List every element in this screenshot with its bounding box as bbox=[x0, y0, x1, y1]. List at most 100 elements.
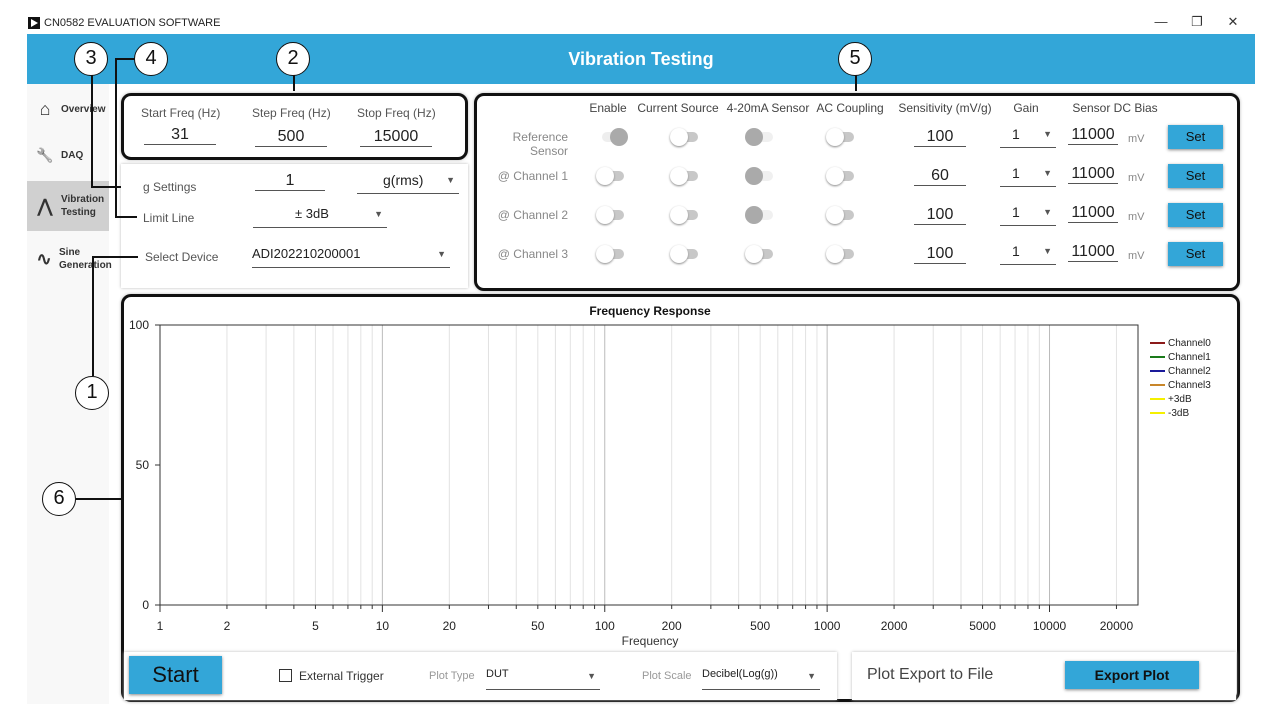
x-tick-label: 1 bbox=[157, 619, 164, 633]
set-button[interactable]: Set bbox=[1168, 125, 1223, 149]
y-tick-label: 50 bbox=[136, 458, 150, 472]
current-toggle[interactable] bbox=[670, 128, 700, 146]
dc-bias-input[interactable]: 11000 bbox=[1068, 126, 1118, 145]
annotation-connector bbox=[91, 186, 121, 188]
x-tick-label: 20 bbox=[443, 619, 457, 633]
x-tick-label: 200 bbox=[662, 619, 682, 633]
x-tick-label: 1000 bbox=[814, 619, 841, 633]
current-toggle[interactable] bbox=[670, 245, 700, 263]
ma-toggle[interactable] bbox=[745, 206, 775, 224]
enable-toggle[interactable] bbox=[596, 245, 626, 263]
plot-type-dropdown[interactable]: DUT ▼ bbox=[486, 668, 600, 690]
sensitivity-input[interactable]: 100 bbox=[914, 206, 966, 225]
dc-bias-input[interactable]: 11000 bbox=[1068, 204, 1118, 223]
ma-toggle[interactable] bbox=[745, 167, 775, 185]
column-header: 4-20mA Sensor bbox=[726, 101, 810, 115]
ac-toggle[interactable] bbox=[826, 245, 856, 263]
gain-dropdown[interactable]: 1 ▼ bbox=[1000, 243, 1056, 265]
sensor-row-label: @ Channel 2 bbox=[497, 208, 568, 222]
dc-bias-input[interactable]: 11000 bbox=[1068, 243, 1118, 262]
column-header: Gain bbox=[1013, 101, 1039, 115]
external-trigger-checkbox[interactable] bbox=[279, 669, 292, 682]
sensitivity-input[interactable]: 100 bbox=[914, 245, 966, 264]
sidebar-item-label: Overview bbox=[61, 103, 106, 115]
dc-bias-input[interactable]: 11000 bbox=[1068, 165, 1118, 184]
x-tick-label: 100 bbox=[595, 619, 615, 633]
home-icon: ⌂ bbox=[39, 98, 51, 119]
annotation-2: 2 bbox=[276, 42, 310, 76]
ac-toggle[interactable] bbox=[826, 206, 856, 224]
sidebar-item-vibration-testing[interactable]: ⋀ Vibration Testing bbox=[27, 181, 109, 231]
frequency-response-panel bbox=[121, 294, 1240, 702]
export-plot-button[interactable]: Export Plot bbox=[1065, 661, 1199, 689]
legend-item: Channel0 bbox=[1150, 336, 1211, 350]
set-button[interactable]: Set bbox=[1168, 242, 1223, 266]
gain-dropdown[interactable]: 1 ▼ bbox=[1000, 126, 1056, 148]
ac-toggle[interactable] bbox=[826, 128, 856, 146]
chevron-down-icon: ▼ bbox=[374, 209, 383, 219]
chevron-down-icon: ▼ bbox=[437, 249, 446, 259]
limit-line-value: ± 3dB bbox=[295, 206, 329, 221]
sidebar-item-label: Vibration Testing bbox=[61, 194, 105, 218]
plot-type-value: DUT bbox=[486, 668, 509, 680]
run-controls-panel: Start External Trigger Plot Type DUT ▼ Pl… bbox=[124, 652, 837, 700]
select-device-dropdown[interactable]: ADI202210200001 ▼ bbox=[252, 246, 450, 268]
sensor-row-label: @ Channel 1 bbox=[497, 169, 568, 183]
restore-button[interactable]: ❐ bbox=[1191, 14, 1203, 29]
start-button[interactable]: Start bbox=[129, 656, 222, 694]
set-button[interactable]: Set bbox=[1168, 164, 1223, 188]
legend-label: Channel0 bbox=[1168, 337, 1211, 349]
legend-swatch bbox=[1150, 342, 1165, 344]
enable-toggle[interactable] bbox=[596, 206, 626, 224]
legend-label: -3dB bbox=[1168, 407, 1190, 419]
unit-label: mV bbox=[1128, 250, 1145, 262]
ma-toggle[interactable] bbox=[745, 128, 775, 146]
limit-line-label: Limit Line bbox=[143, 211, 195, 225]
stop-freq-input[interactable]: 15000 bbox=[360, 128, 432, 147]
gain-value: 1 bbox=[1012, 126, 1020, 142]
sensitivity-input[interactable]: 100 bbox=[914, 128, 966, 147]
enable-toggle[interactable] bbox=[596, 167, 626, 185]
sensor-row-label: @ Channel 3 bbox=[497, 247, 568, 261]
plot-scale-label: Plot Scale bbox=[642, 670, 692, 682]
chevron-down-icon: ▼ bbox=[1043, 129, 1052, 139]
chevron-down-icon: ▼ bbox=[807, 671, 816, 681]
gain-dropdown[interactable]: 1 ▼ bbox=[1000, 204, 1056, 226]
legend-item: -3dB bbox=[1150, 406, 1211, 420]
legend-swatch bbox=[1150, 370, 1165, 372]
plot-scale-dropdown[interactable]: Decibel(Log(g)) ▼ bbox=[702, 668, 820, 690]
ac-toggle[interactable] bbox=[826, 167, 856, 185]
ma-toggle[interactable] bbox=[745, 245, 775, 263]
enable-toggle[interactable] bbox=[596, 128, 628, 146]
unit-label: mV bbox=[1128, 172, 1145, 184]
limit-line-dropdown[interactable]: ± 3dB ▼ bbox=[253, 206, 387, 228]
column-header: Sensitivity (mV/g) bbox=[898, 101, 992, 115]
legend-swatch bbox=[1150, 412, 1165, 414]
gain-dropdown[interactable]: 1 ▼ bbox=[1000, 165, 1056, 187]
sidebar-item-sine-generation[interactable]: ∿ Sine Generation bbox=[27, 234, 111, 284]
minimize-button[interactable]: — bbox=[1154, 14, 1168, 29]
annotation-3: 3 bbox=[74, 42, 108, 76]
g-settings-input[interactable]: 1 bbox=[255, 172, 325, 191]
current-toggle[interactable] bbox=[670, 206, 700, 224]
sidebar-item-overview[interactable]: ⌂ Overview bbox=[27, 84, 109, 134]
annotation-5: 5 bbox=[838, 42, 872, 76]
chevron-down-icon: ▼ bbox=[1043, 207, 1052, 217]
set-button[interactable]: Set bbox=[1168, 203, 1223, 227]
close-button[interactable]: ✕ bbox=[1227, 14, 1239, 29]
start-freq-input[interactable]: 31 bbox=[144, 126, 216, 145]
step-freq-input[interactable]: 500 bbox=[255, 128, 327, 147]
legend-swatch bbox=[1150, 398, 1165, 400]
column-header: Current Source bbox=[637, 101, 719, 115]
device-value: ADI202210200001 bbox=[252, 246, 361, 261]
sensitivity-input[interactable]: 60 bbox=[914, 167, 966, 186]
annotation-connector bbox=[76, 498, 122, 500]
legend-swatch bbox=[1150, 384, 1165, 386]
legend-label: Channel3 bbox=[1168, 379, 1211, 391]
bell-curve-icon: ⋀ bbox=[37, 195, 53, 216]
sidebar-item-daq[interactable]: 🔧 DAQ bbox=[27, 130, 109, 180]
chart-title: Frequency Response bbox=[589, 304, 711, 318]
current-toggle[interactable] bbox=[670, 167, 700, 185]
g-unit-dropdown[interactable]: g(rms) ▼ bbox=[357, 172, 459, 194]
